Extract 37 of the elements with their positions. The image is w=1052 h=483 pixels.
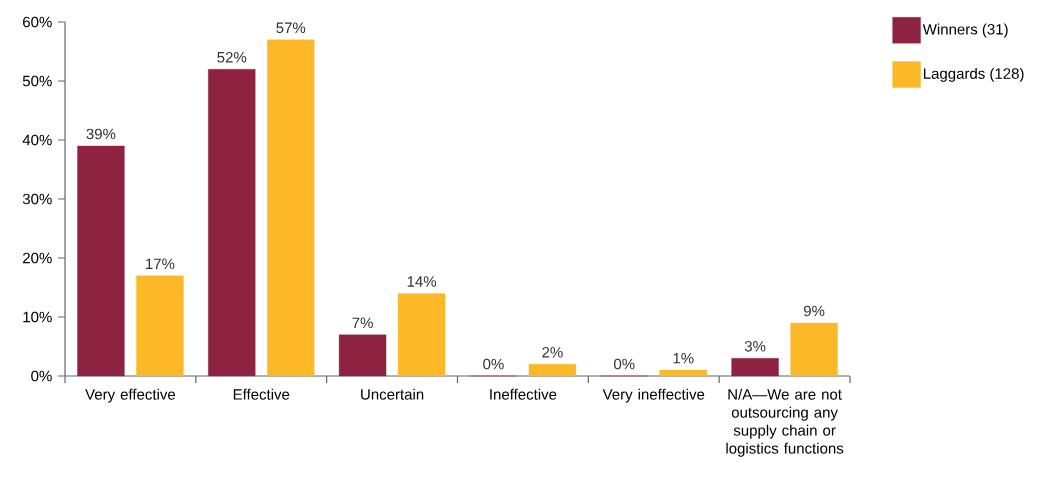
y-tick-label: 40%	[22, 134, 52, 146]
bar	[267, 39, 315, 377]
data-label: 52%	[217, 51, 247, 63]
data-label: 1%	[673, 352, 694, 364]
bar	[338, 334, 387, 377]
data-label: 14%	[407, 276, 437, 287]
x-tick-label: Ineffective	[490, 388, 557, 400]
legend-label: Laggards (128)	[923, 67, 1024, 82]
bar	[659, 369, 707, 377]
y-tick-label: 30%	[22, 193, 52, 205]
data-label: 0%	[483, 358, 504, 370]
data-label: 39%	[86, 128, 116, 140]
bar	[528, 364, 577, 377]
data-label: 17%	[146, 258, 175, 270]
x-tick-label: Very effective	[85, 388, 176, 403]
legend-label: Winners (31)	[922, 23, 1008, 38]
bar	[77, 145, 125, 377]
data-label: 3%	[744, 341, 766, 352]
data-label: 9%	[803, 305, 825, 317]
y-tick-label: 10%	[23, 311, 52, 323]
x-tick-label: Very ineffective	[602, 388, 705, 403]
x-tick-label: N/A—We are not outsourcing any supply chain or logistics functions	[726, 388, 844, 457]
y-tick-label: 50%	[22, 75, 52, 87]
y-tick-label: 0%	[31, 370, 52, 382]
data-label: 2%	[542, 346, 563, 358]
data-label: 57%	[276, 22, 306, 34]
y-tick-label: 60%	[23, 16, 52, 28]
bar	[136, 275, 184, 377]
bar	[208, 69, 256, 377]
x-tick-label: Uncertain	[361, 388, 424, 400]
data-label: 7%	[352, 317, 373, 329]
bar	[790, 322, 838, 377]
x-tick-label: Effective	[233, 388, 290, 400]
bar	[397, 293, 446, 377]
y-tick-label: 20%	[23, 252, 52, 264]
data-label: 0%	[614, 358, 635, 370]
bar	[731, 358, 779, 377]
